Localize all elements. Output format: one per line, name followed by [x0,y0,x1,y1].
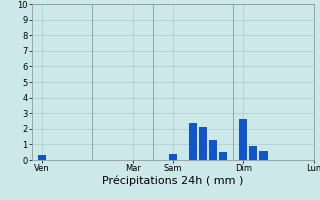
Bar [38,155,46,160]
X-axis label: Précipitations 24h ( mm ): Précipitations 24h ( mm ) [102,176,244,186]
Bar [239,119,247,160]
Bar [209,140,217,160]
Bar [169,154,177,160]
Bar [259,151,268,160]
Bar [199,127,207,160]
Bar [189,123,197,160]
Bar [219,152,227,160]
Bar [249,146,258,160]
